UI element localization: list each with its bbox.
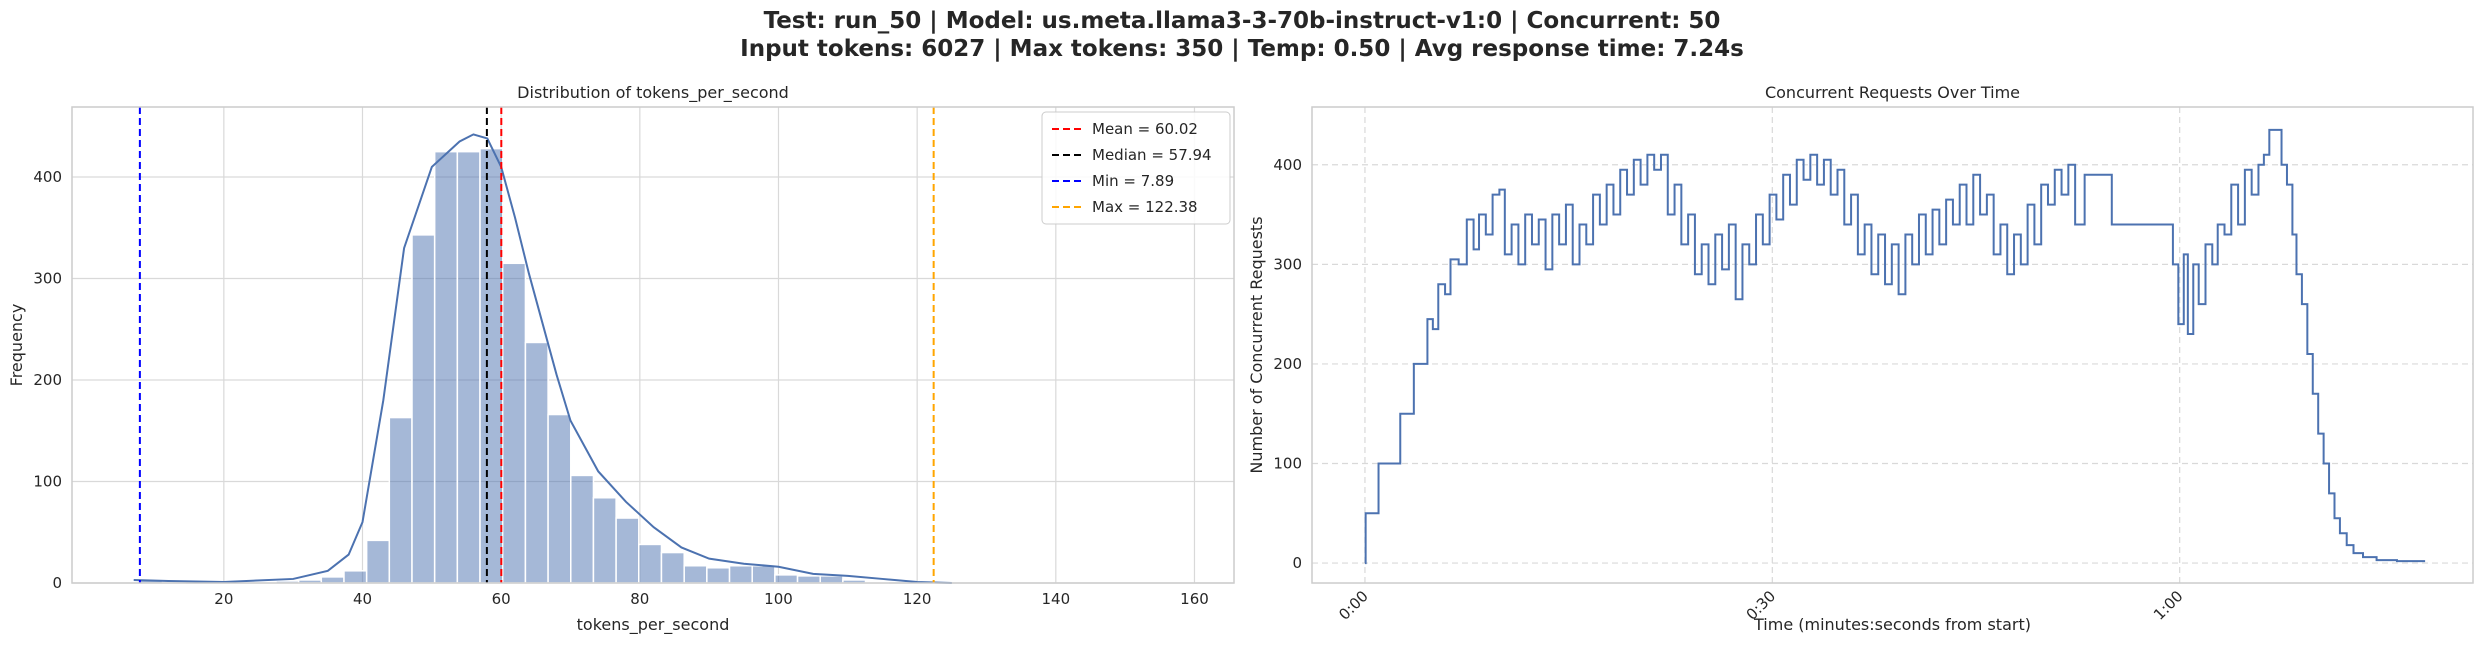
x-tick-label: 40 bbox=[353, 590, 372, 608]
legend-label: Median = 57.94 bbox=[1092, 146, 1212, 164]
histogram-bar bbox=[615, 517, 640, 584]
histogram-bar bbox=[343, 570, 368, 584]
legend-label: Mean = 60.02 bbox=[1092, 120, 1198, 138]
histogram-bar bbox=[320, 576, 345, 584]
axes-frame bbox=[1311, 106, 2474, 584]
legend-label: Max = 122.38 bbox=[1092, 198, 1198, 216]
histogram-bar bbox=[570, 474, 595, 584]
series-line bbox=[1364, 128, 2426, 565]
histogram-bar bbox=[456, 150, 481, 584]
histogram-bar bbox=[411, 234, 436, 584]
x-axis-label: tokens_per_second bbox=[577, 615, 730, 635]
y-tick-label: 300 bbox=[1273, 255, 1302, 273]
x-tick-label: 1:00 bbox=[2150, 587, 2187, 624]
x-axis-label: Time (minutes:seconds from start) bbox=[1753, 615, 2031, 634]
histogram-bar bbox=[683, 564, 708, 584]
legend-box bbox=[1041, 111, 1231, 225]
x-tick-label: 20 bbox=[214, 590, 233, 608]
histogram-bar bbox=[501, 262, 527, 584]
histogram-bar bbox=[706, 567, 731, 584]
x-tick-label: 60 bbox=[492, 590, 511, 608]
y-tick-label: 0 bbox=[1292, 554, 1302, 572]
histogram-bar bbox=[524, 341, 549, 584]
y-tick-label: 400 bbox=[33, 168, 62, 186]
histogram-bar bbox=[728, 564, 753, 584]
histogram-bar bbox=[479, 147, 504, 584]
histogram-bar bbox=[592, 496, 617, 584]
y-tick-label: 0 bbox=[52, 574, 62, 592]
y-tick-label: 100 bbox=[1273, 455, 1302, 473]
x-tick-label: 140 bbox=[1041, 590, 1070, 608]
histogram-bar bbox=[751, 564, 776, 584]
kde-line bbox=[133, 133, 952, 584]
x-tick-label: 120 bbox=[903, 590, 932, 608]
axes-frame bbox=[71, 106, 1235, 584]
histogram-bar bbox=[388, 416, 413, 584]
x-tick-label: 160 bbox=[1180, 590, 1209, 608]
suptitle-line: Test: run_50 | Model: us.meta.llama3-3-7… bbox=[764, 8, 1721, 34]
histogram-bar bbox=[774, 574, 799, 584]
x-tick-label: 0:00 bbox=[1335, 587, 1372, 624]
histogram-bar bbox=[660, 551, 685, 584]
histogram-bar bbox=[433, 150, 459, 584]
y-tick-label: 300 bbox=[33, 270, 62, 288]
histogram-bar bbox=[819, 575, 844, 584]
y-tick-label: 200 bbox=[1273, 355, 1302, 373]
histogram-bar bbox=[365, 539, 391, 584]
y-tick-label: 200 bbox=[33, 371, 62, 389]
suptitle-line: Input tokens: 6027 | Max tokens: 350 | T… bbox=[740, 36, 1744, 62]
chart-title: Concurrent Requests Over Time bbox=[1765, 83, 2020, 102]
y-tick-label: 400 bbox=[1273, 156, 1302, 174]
legend-label: Min = 7.89 bbox=[1092, 172, 1174, 190]
x-tick-label: 80 bbox=[630, 590, 649, 608]
y-tick-label: 100 bbox=[33, 473, 62, 491]
x-tick-label: 100 bbox=[764, 590, 793, 608]
histogram-bar bbox=[638, 543, 663, 584]
y-axis-label: Number of Concurrent Requests bbox=[1247, 216, 1266, 473]
histogram-bar bbox=[796, 575, 821, 584]
y-axis-label: Frequency bbox=[7, 304, 26, 387]
histogram-bar bbox=[547, 413, 572, 584]
chart-title: Distribution of tokens_per_second bbox=[517, 83, 789, 103]
